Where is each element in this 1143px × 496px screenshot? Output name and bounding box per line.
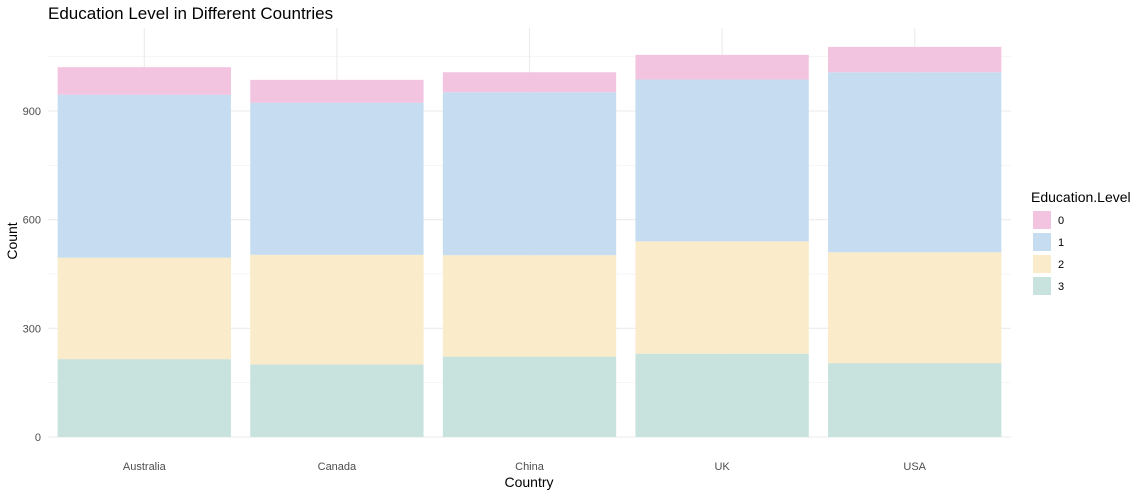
legend-label-0: 0 (1058, 215, 1064, 227)
bars (57, 46, 1002, 437)
y-tick-label: 0 (35, 432, 41, 444)
legend-swatch-1 (1033, 233, 1051, 251)
legend-title: Education.Level (1031, 189, 1131, 205)
y-tick-label: 900 (23, 106, 41, 118)
bar-australia-level-3 (57, 359, 231, 437)
x-tick-label: USA (903, 461, 926, 473)
y-tick-label: 600 (23, 215, 41, 227)
y-axis-ticks: 0 300 600 900 (23, 106, 41, 444)
legend-swatch-2 (1033, 255, 1051, 273)
y-axis-title: Count (4, 222, 20, 259)
x-tick-label: Australia (123, 461, 167, 473)
x-tick-label: Canada (318, 461, 357, 473)
x-tick-label: China (515, 461, 545, 473)
bar-australia-level-1 (57, 94, 231, 258)
bar-usa-level-3 (828, 363, 1002, 437)
legend-swatch-3 (1033, 277, 1051, 295)
bar-china-level-2 (442, 255, 617, 357)
bar-uk-level-0 (635, 54, 809, 80)
bar-australia-level-2 (57, 257, 231, 360)
bar-usa-level-0 (828, 46, 1002, 73)
bar-australia-level-0 (57, 67, 231, 95)
x-axis-title: Country (504, 474, 553, 490)
y-tick-label: 300 (23, 323, 41, 335)
x-axis-ticks: Australia Canada China UK USA (123, 461, 927, 473)
bar-china-level-1 (442, 92, 617, 256)
legend-swatch-0 (1033, 211, 1051, 229)
bar-canada-level-2 (250, 254, 424, 365)
bar-usa-level-2 (828, 252, 1002, 364)
legend-label-1: 1 (1058, 237, 1064, 249)
legend: 0 1 2 3 (1033, 211, 1064, 295)
bar-canada-level-3 (250, 364, 424, 437)
legend-label-2: 2 (1058, 259, 1064, 271)
bar-canada-level-0 (250, 79, 424, 103)
chart-title: Education Level in Different Countries (48, 4, 333, 23)
bar-uk-level-2 (635, 241, 809, 354)
bar-china-level-3 (442, 356, 617, 437)
bar-china-level-0 (442, 72, 617, 93)
bar-usa-level-1 (828, 72, 1002, 253)
bar-uk-level-1 (635, 79, 809, 242)
x-tick-label: UK (714, 461, 730, 473)
legend-label-3: 3 (1058, 281, 1064, 293)
bar-canada-level-1 (250, 102, 424, 255)
bar-uk-level-3 (635, 353, 809, 437)
